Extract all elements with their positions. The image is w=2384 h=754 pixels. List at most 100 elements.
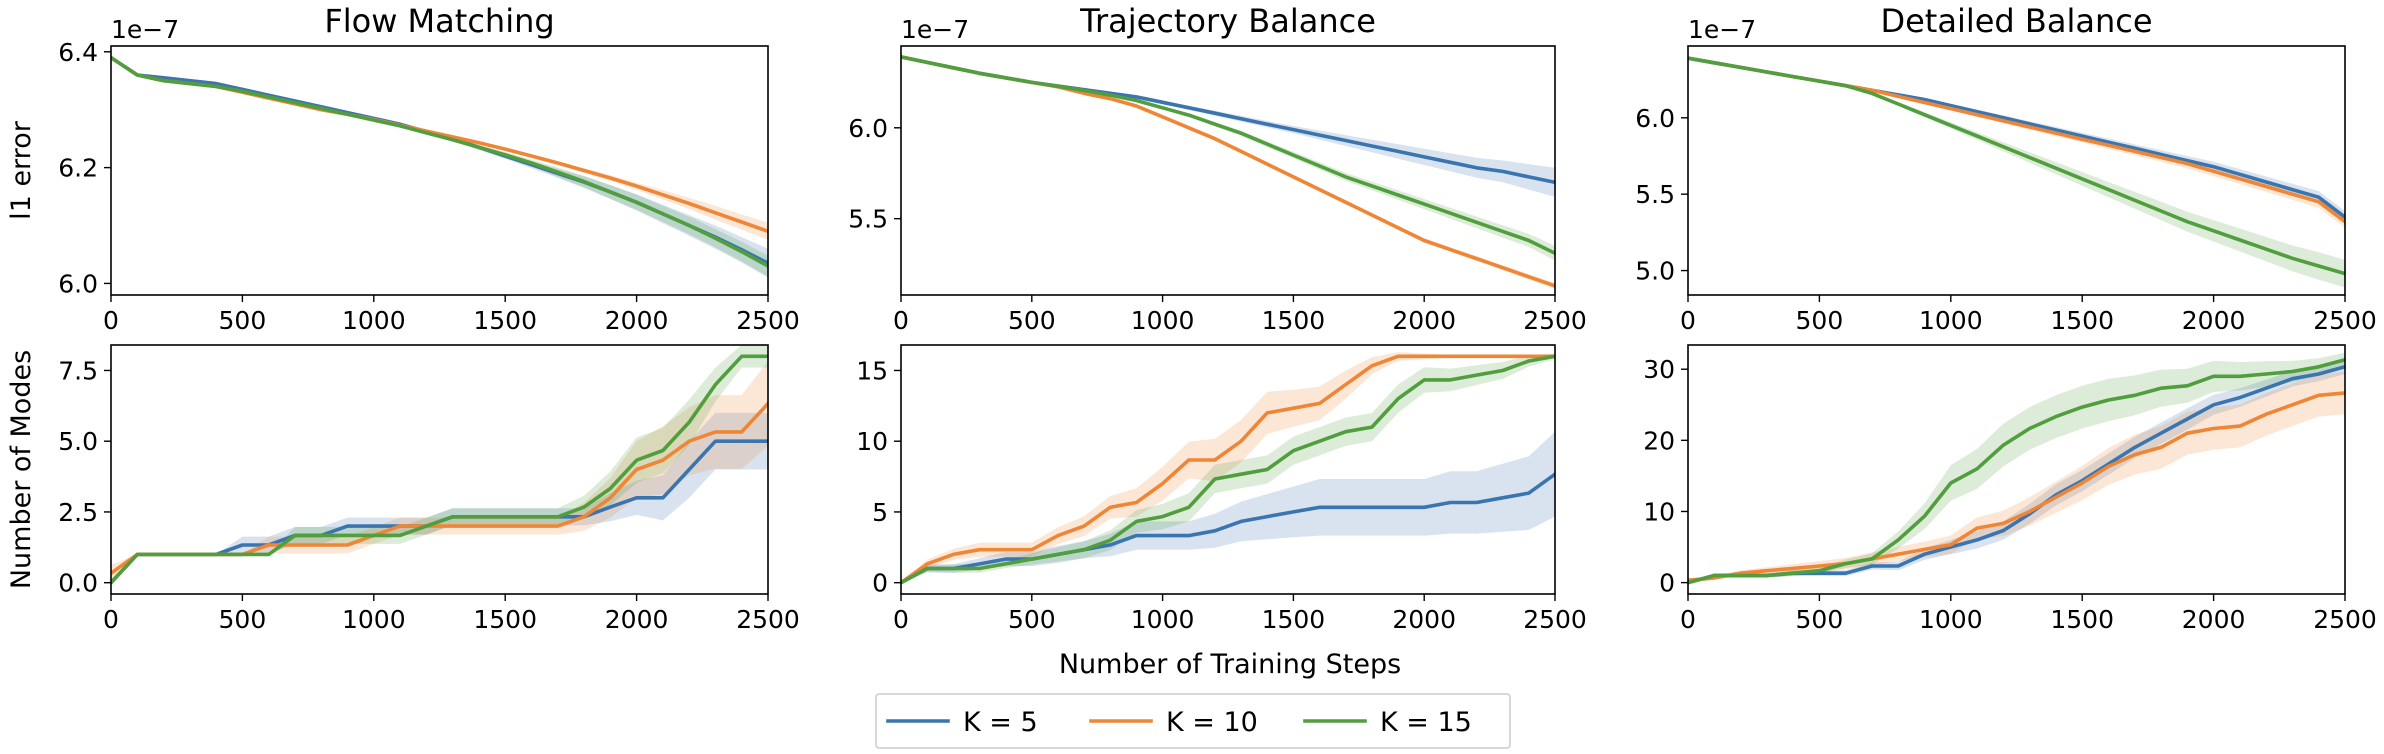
y-tick-label: 5.5 (848, 205, 888, 234)
y-tick-label: 5.0 (1635, 257, 1675, 286)
y-tick-label: 15 (856, 356, 888, 385)
x-tick-label: 500 (1008, 306, 1056, 335)
series-line-k5 (111, 55, 768, 266)
series-line-k10 (1688, 56, 2345, 224)
axes-frame (1687, 45, 2346, 296)
y-tick-label: 6.0 (58, 269, 98, 298)
x-tick-label: 1000 (1919, 605, 1983, 634)
y-tick-label: 6.4 (58, 38, 98, 67)
x-tick-label: 0 (103, 605, 119, 634)
band-k5 (1688, 359, 2345, 583)
y-tick-label: 2.5 (58, 498, 98, 527)
y-tick-label: 6.0 (848, 114, 888, 143)
x-tick-label: 2000 (1392, 306, 1456, 335)
x-tick-label: 2500 (2313, 306, 2377, 335)
subplot-3: 0 500 1000 1500 2000 2500 5.0 5.5 6.0 Detailed Ba… (1635, 2, 2377, 335)
subplot-title: Flow Matching (324, 2, 554, 40)
x-tick-label: 0 (893, 605, 909, 634)
x-tick-label: 500 (219, 306, 267, 335)
band-k10 (901, 352, 1555, 583)
x-tick-label: 1000 (1919, 306, 1983, 335)
x-tick-label: 2000 (2182, 306, 2246, 335)
shared-x-axis-label: Number of Training Steps (1059, 649, 1401, 680)
x-tick-label: 500 (1796, 306, 1844, 335)
x-tick-label: 1000 (1131, 306, 1195, 335)
band-k5 (1688, 57, 2345, 224)
y-tick-label: 5.5 (1635, 180, 1675, 209)
band-k5 (111, 412, 768, 583)
x-tick-label: 0 (103, 306, 119, 335)
x-tick-label: 1500 (2050, 605, 2114, 634)
series-line-k5 (1688, 56, 2345, 220)
legend-label-k10: K = 10 (1166, 707, 1258, 738)
y-tick-label: 0 (872, 569, 888, 598)
x-tick-label: 0 (1680, 306, 1696, 335)
y-tick-label: 0 (1659, 569, 1675, 598)
subplot-title: Detailed Balance (1880, 2, 2152, 40)
series-line-k5 (901, 471, 1555, 585)
y-tick-label: 6.2 (58, 154, 98, 183)
band-k10 (111, 361, 768, 582)
band-k5 (111, 55, 768, 278)
x-tick-label: 2500 (1523, 605, 1587, 634)
y-offset-label: 1e−7 (1688, 15, 1756, 44)
series-line-k15 (111, 55, 768, 269)
y-offset-label: 1e−7 (901, 15, 969, 44)
x-tick-label: 2500 (736, 605, 800, 634)
subplot-5: 0 500 1000 1500 2000 2500 0 5 10 15 (856, 344, 1587, 634)
x-tick-label: 1500 (1262, 605, 1326, 634)
x-tick-label: 1500 (1262, 306, 1326, 335)
x-tick-label: 1500 (473, 605, 537, 634)
series-line-k10 (1688, 391, 2345, 583)
subplot-6: 0 500 1000 1500 2000 2500 0 10 20 30 (1643, 344, 2377, 634)
legend-frame (875, 693, 1511, 749)
series-line-k15 (1688, 56, 2345, 276)
x-tick-label: 1000 (342, 306, 406, 335)
x-tick-label: 0 (1680, 605, 1696, 634)
legend-label-k5: K = 5 (963, 707, 1038, 738)
x-tick-label: 2000 (605, 306, 669, 335)
series-line-k15 (111, 354, 768, 586)
x-tick-label: 500 (1008, 605, 1056, 634)
band-k15 (1688, 352, 2345, 583)
band-k5 (901, 431, 1555, 583)
x-tick-label: 2000 (605, 605, 669, 634)
x-tick-label: 1500 (473, 306, 537, 335)
legend-label-k15: K = 15 (1380, 707, 1472, 738)
series-line-k15 (901, 354, 1555, 585)
y-axis-label: Number of Modes (6, 350, 37, 589)
subplot-4: 0 500 1000 1500 2000 2500 0.0 2.5 5.0 7.5 Number o… (6, 344, 800, 634)
band-k10 (1688, 371, 2345, 583)
y-tick-label: 6.0 (1635, 104, 1675, 133)
x-tick-label: 1500 (2050, 306, 2114, 335)
y-tick-label: 10 (856, 427, 888, 456)
x-tick-label: 1000 (342, 605, 406, 634)
band-k15 (901, 353, 1555, 583)
subplot-1: 0 500 1000 1500 2000 2500 6.0 6.2 6.4 Flow Matchi… (6, 2, 800, 335)
axes-frame (110, 344, 769, 595)
y-tick-label: 30 (1643, 355, 1675, 384)
y-offset-label: 1e−7 (111, 15, 179, 44)
x-tick-label: 2500 (1523, 306, 1587, 335)
y-tick-label: 5.0 (58, 427, 98, 456)
x-tick-label: 0 (893, 306, 909, 335)
y-tick-label: 20 (1643, 426, 1675, 455)
x-tick-label: 2500 (736, 306, 800, 335)
band-k10 (901, 56, 1555, 289)
band-k15 (111, 56, 768, 277)
axes-frame (1687, 344, 2346, 595)
x-tick-label: 2500 (2313, 605, 2377, 634)
subplot-2: 0 500 1000 1500 2000 2500 5.5 6.0 Trajectory Bal… (848, 2, 1587, 335)
band-k15 (1688, 57, 2345, 288)
band-k15 (111, 345, 768, 583)
y-tick-label: 0.0 (58, 569, 98, 598)
x-tick-label: 2000 (1392, 605, 1456, 634)
x-tick-label: 500 (1796, 605, 1844, 634)
x-tick-label: 1000 (1131, 605, 1195, 634)
axes-frame (900, 45, 1556, 296)
axes-frame (110, 45, 769, 296)
band-k10 (1688, 57, 2345, 228)
x-tick-label: 2000 (2182, 605, 2246, 634)
